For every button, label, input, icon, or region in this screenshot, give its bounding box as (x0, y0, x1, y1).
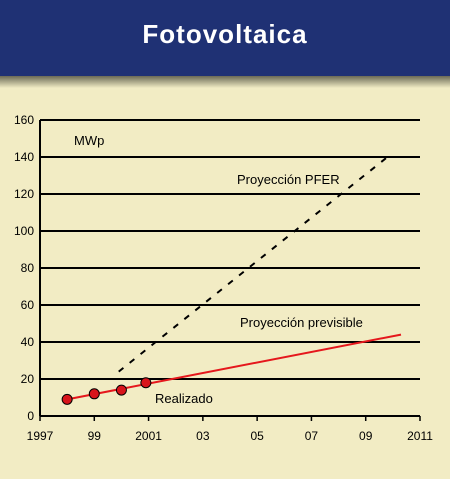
y-tick-label: 80 (21, 261, 35, 275)
x-tick-label: 2001 (135, 429, 162, 443)
title-bar: Fotovoltaica (0, 0, 450, 76)
series-line-pfer (118, 156, 389, 373)
x-tick-label: 1997 (27, 429, 54, 443)
x-tick-label: 09 (359, 429, 373, 443)
x-tick-labels: 1997 99 2001 03 05 07 09 2011 (27, 416, 433, 443)
x-tick-label: 03 (196, 429, 210, 443)
x-tick-label: 99 (88, 429, 102, 443)
series-label-realizado: Realizado (155, 391, 213, 406)
series (61, 156, 402, 405)
series-label-previsible: Proyección previsible (240, 315, 363, 330)
axes (39, 120, 420, 417)
title-bar-shadow (0, 76, 450, 88)
y-tick-label: 40 (21, 335, 35, 349)
x-tick-label: 05 (250, 429, 264, 443)
y-tick-label: 20 (21, 372, 35, 386)
y-tick-label: 140 (14, 150, 34, 164)
y-tick-labels: 0 20 40 60 80 100 120 140 160 (14, 113, 34, 423)
series-label-pfer: Proyección PFER (237, 172, 340, 187)
y-tick-label: 100 (14, 224, 34, 238)
data-point-realizado (61, 393, 73, 405)
slide-title: Fotovoltaica (142, 18, 308, 49)
y-tick-label: 160 (14, 113, 34, 127)
data-point-realizado (115, 384, 127, 396)
unit-label: MWp (74, 133, 104, 148)
y-tick-label: 0 (27, 409, 34, 423)
x-tick-label: 2011 (407, 429, 433, 443)
series-labels: MWp Proyección PFER Proyección previsibl… (74, 133, 363, 406)
data-point-realizado (140, 377, 152, 389)
y-tick-label: 60 (21, 298, 35, 312)
data-point-realizado (88, 388, 100, 400)
grid-lines (40, 119, 420, 380)
y-tick-label: 120 (14, 187, 34, 201)
x-tick-label: 07 (305, 429, 319, 443)
